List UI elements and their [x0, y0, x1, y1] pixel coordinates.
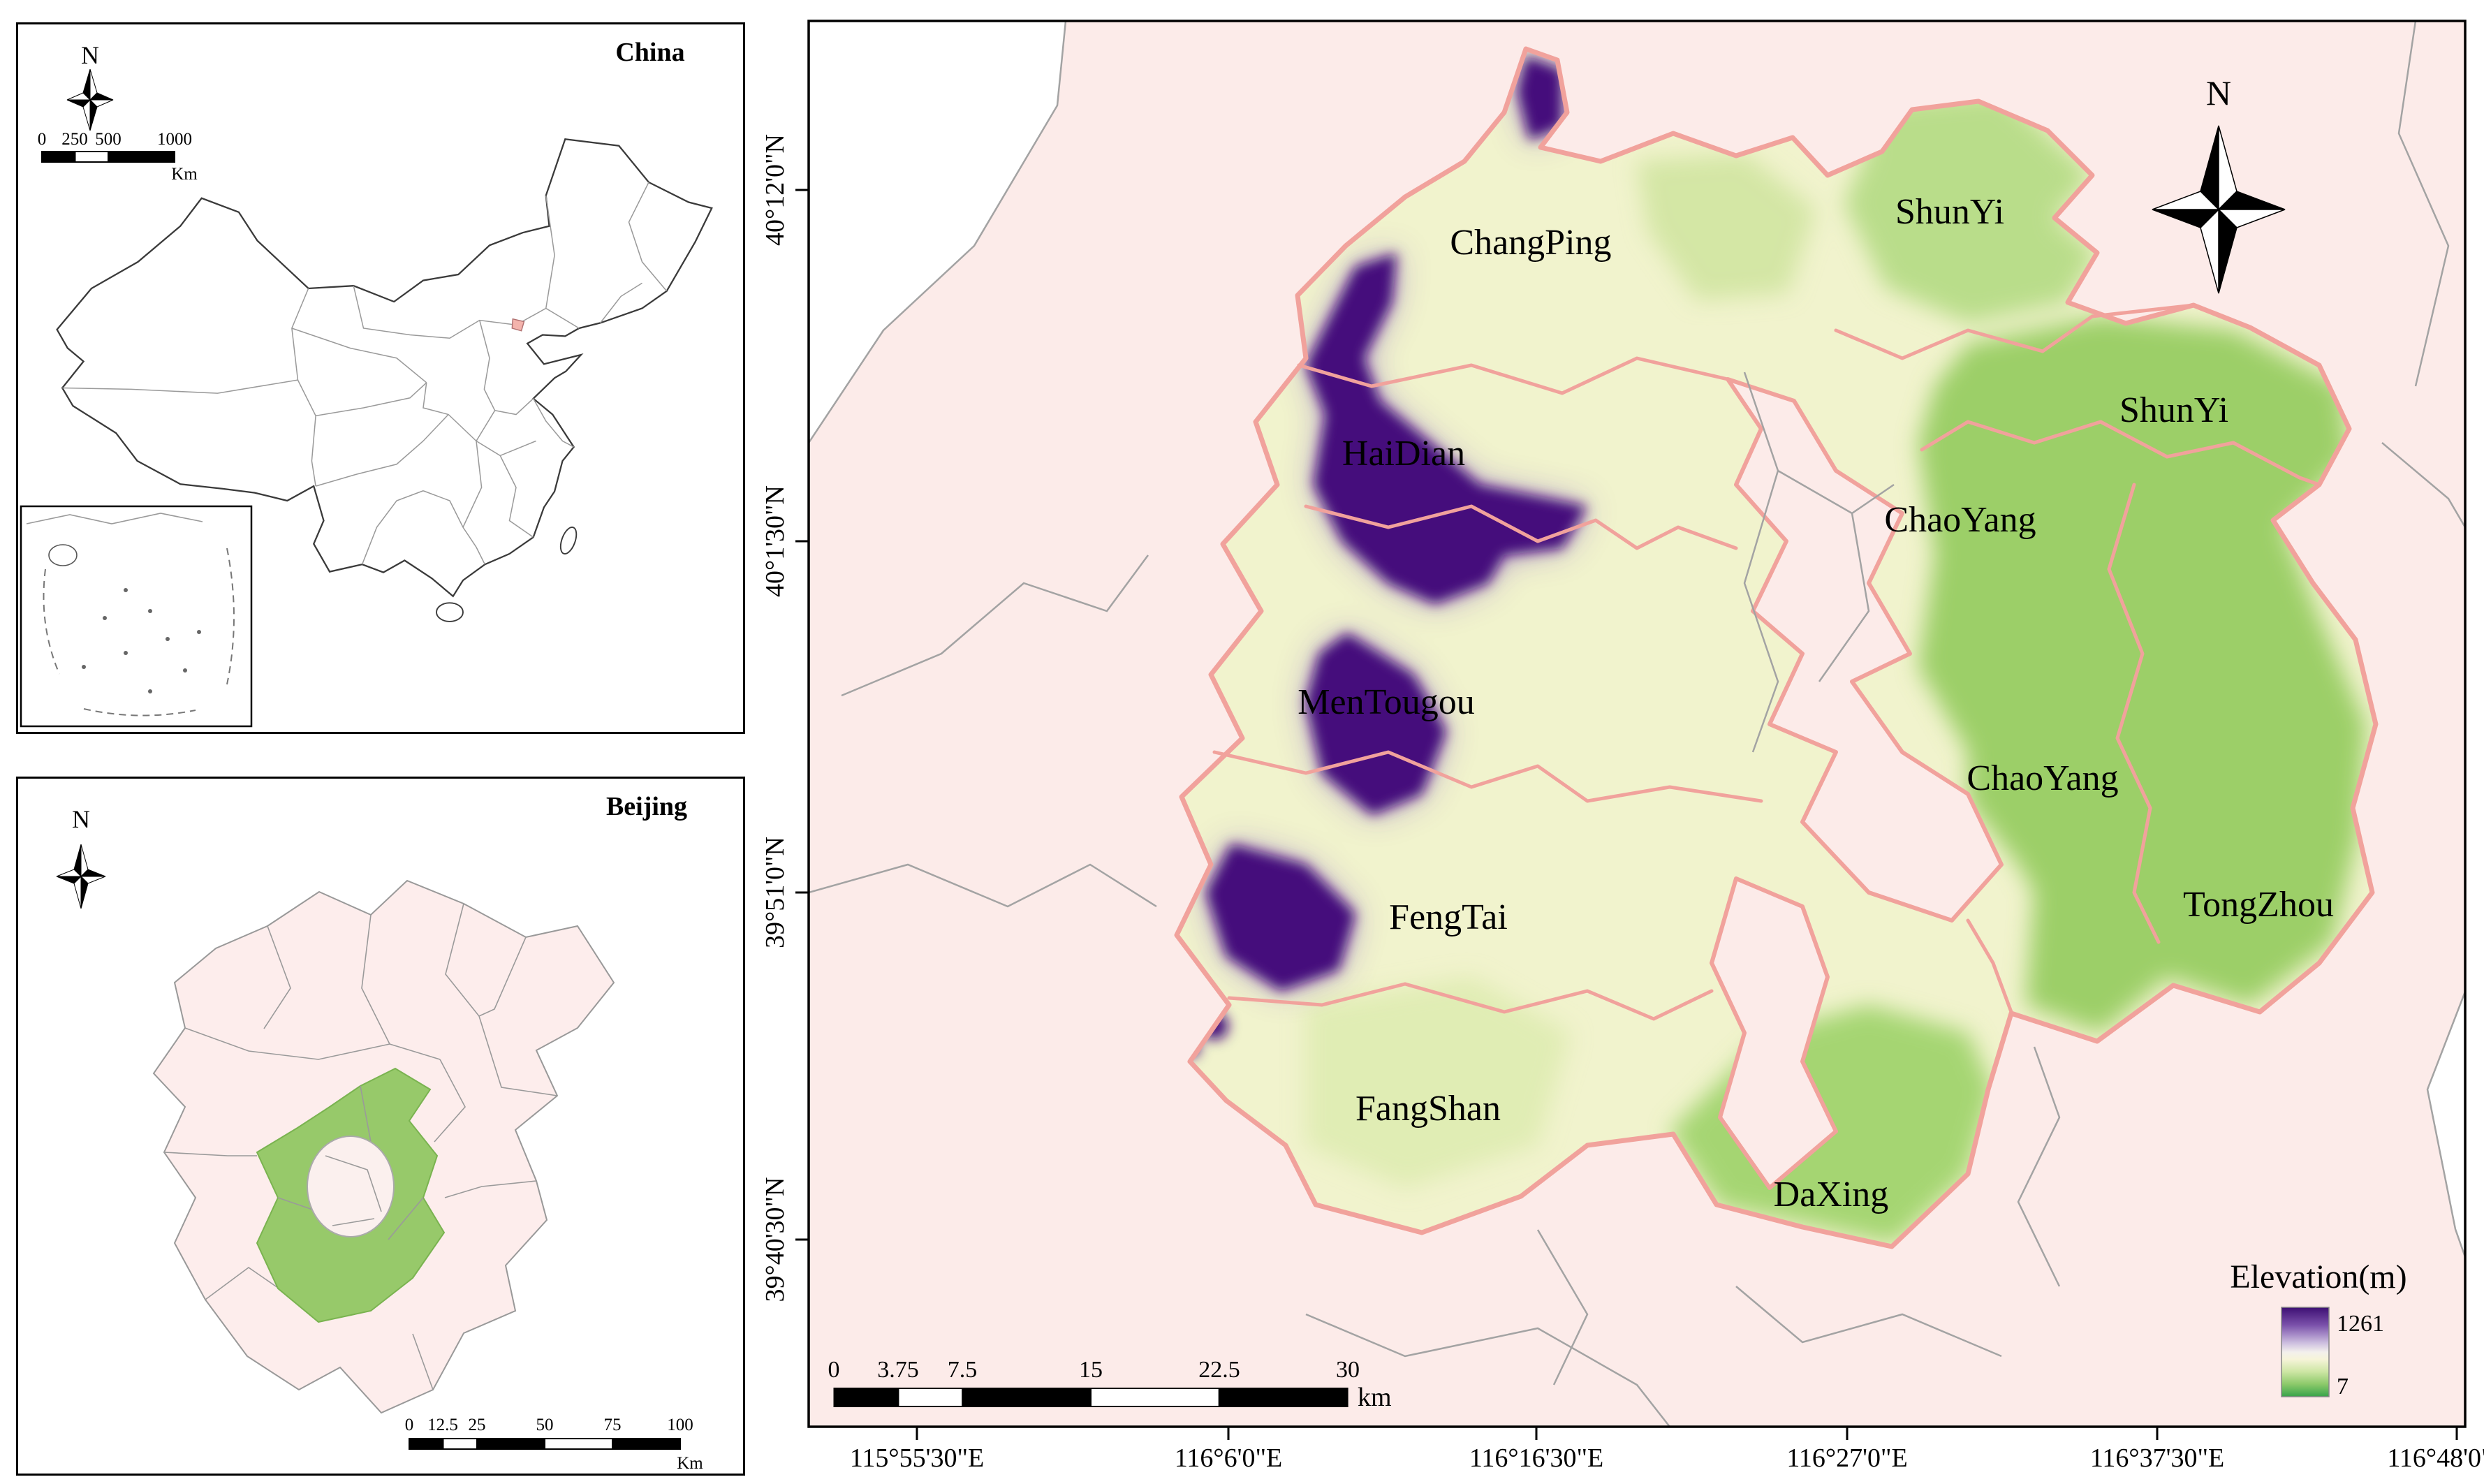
district-label-daxing: DaXing [1774, 1175, 1889, 1214]
lon-tick-label: 116°6'0"E [1175, 1443, 1282, 1473]
scale-unit: Km [677, 1454, 703, 1473]
scale-tick: 1000 [157, 130, 192, 149]
elevation-legend: Elevation(m) 1261 7 [2230, 1258, 2406, 1399]
district-label-shunyi-2: ShunYi [2119, 390, 2228, 430]
beijing-core-city [307, 1136, 395, 1237]
no-data-wedge-e [2427, 992, 2465, 1257]
beijing-map-canvas: Beijing N [56, 792, 704, 1473]
main-scale-bar: 0 3.75 7.5 15 22.5 30 km [828, 1357, 1392, 1412]
china-title: China [615, 38, 684, 67]
north-label: N [81, 41, 99, 69]
district-label-changping: ChangPing [1450, 223, 1611, 263]
scale-tick: 12.5 [427, 1416, 458, 1434]
scale-tick: 75 [604, 1416, 622, 1434]
scale-tick: 25 [469, 1416, 486, 1434]
china-inset-panel: China N 0 250 500 1000 [16, 22, 745, 734]
district-label-chaoyang-1: ChaoYang [1884, 500, 2036, 540]
north-label: N [2206, 73, 2231, 112]
district-label-fengtai: FengTai [1389, 897, 1508, 937]
scale-tick: 250 [61, 130, 88, 149]
beijing-municipality-map [152, 879, 615, 1414]
district-label-mentougou: MenTougou [1298, 682, 1474, 722]
china-north-compass-icon: N [66, 41, 114, 131]
main-map-panel: ChangPing ShunYi ShunYi HaiDian ChaoYang… [754, 0, 2484, 1484]
scale-tick: 0 [405, 1416, 414, 1434]
china-province-borders [62, 182, 668, 565]
scale-tick: 0 [828, 1357, 840, 1383]
district-boundaries-pink [1212, 303, 2321, 1021]
district-label-shunyi-1: ShunYi [1895, 192, 2004, 232]
beijing-district-borders [163, 903, 558, 1390]
taiwan-island [559, 527, 578, 554]
scale-unit: Km [171, 165, 198, 184]
bay-inner-grey-lines [1743, 372, 1895, 753]
south-excluded-bay [1710, 876, 1838, 1190]
scale-tick: 15 [1079, 1357, 1103, 1383]
scale-unit: km [1358, 1383, 1392, 1412]
district-label-haidian: HaiDian [1342, 434, 1465, 473]
county-boundaries-grey [809, 21, 2465, 1427]
beijing-north-compass-icon: N [56, 805, 106, 909]
beijing-marker [511, 318, 525, 332]
china-scale-bar: 0 250 500 1000 Km [38, 130, 198, 184]
main-map-canvas: ChangPing ShunYi ShunYi HaiDian ChaoYang… [760, 20, 2484, 1473]
axis-labels: 40°12'0"N 40°1'30"N 39°51'0"N 39°40'30"N… [760, 134, 2484, 1473]
district-label-chaoyang-2: ChaoYang [1967, 758, 2118, 798]
legend-title: Elevation(m) [2230, 1258, 2406, 1295]
scale-tick: 3.75 [877, 1357, 919, 1383]
lon-tick-label: 116°37'30"E [2090, 1443, 2224, 1473]
china-outline [56, 138, 713, 598]
beijing-scale-bar: 0 12.5 25 50 75 100 Km [405, 1416, 704, 1473]
hainan-island [436, 602, 464, 622]
north-label: N [72, 805, 90, 833]
lon-tick-label: 116°48'0"E [2387, 1443, 2484, 1473]
study-area-outline [1174, 46, 2379, 1249]
no-data-wedge-nw [809, 21, 1066, 443]
legend-max: 1261 [2337, 1311, 2384, 1337]
china-map-canvas: China N 0 250 500 1000 [20, 38, 713, 728]
lat-tick-label: 40°12'0"N [760, 134, 790, 246]
lon-tick-label: 116°27'0"E [1786, 1443, 1907, 1473]
lon-tick-label: 116°16'30"E [1469, 1443, 1603, 1473]
lat-tick-label: 39°40'30"N [760, 1177, 790, 1302]
legend-gradient [2281, 1307, 2330, 1397]
scale-tick: 50 [536, 1416, 554, 1434]
beijing-inset-panel: Beijing N [16, 777, 745, 1476]
scale-tick: 100 [667, 1416, 693, 1434]
islands-dots [82, 588, 201, 693]
district-labels: ChangPing ShunYi ShunYi HaiDian ChaoYang… [1298, 192, 2334, 1214]
map-content: ChangPing ShunYi ShunYi HaiDian ChaoYang… [809, 21, 2465, 1427]
scale-tick: 500 [95, 130, 122, 149]
high-elevation-purple [1180, 56, 1587, 1057]
scale-tick: 22.5 [1198, 1357, 1240, 1383]
beijing-title: Beijing [606, 792, 687, 821]
lat-tick-label: 39°51'0"N [760, 837, 790, 948]
legend-min: 7 [2337, 1374, 2349, 1399]
axis-ticks [795, 189, 2458, 1440]
main-north-compass-icon: N [2152, 73, 2286, 294]
district-label-fangshan: FangShan [1355, 1089, 1501, 1129]
scale-tick: 0 [38, 130, 47, 149]
china-map [56, 138, 713, 622]
south-china-sea-inset [20, 505, 253, 728]
scale-tick: 7.5 [948, 1357, 978, 1383]
lat-tick-label: 40°1'30"N [760, 485, 790, 597]
scale-tick: 30 [1336, 1357, 1360, 1383]
district-label-tongzhou: TongZhou [2183, 885, 2334, 925]
map-frame [807, 20, 2467, 1428]
central-excluded-bay [1726, 377, 2004, 923]
lon-tick-label: 115°55'30"E [850, 1443, 984, 1473]
